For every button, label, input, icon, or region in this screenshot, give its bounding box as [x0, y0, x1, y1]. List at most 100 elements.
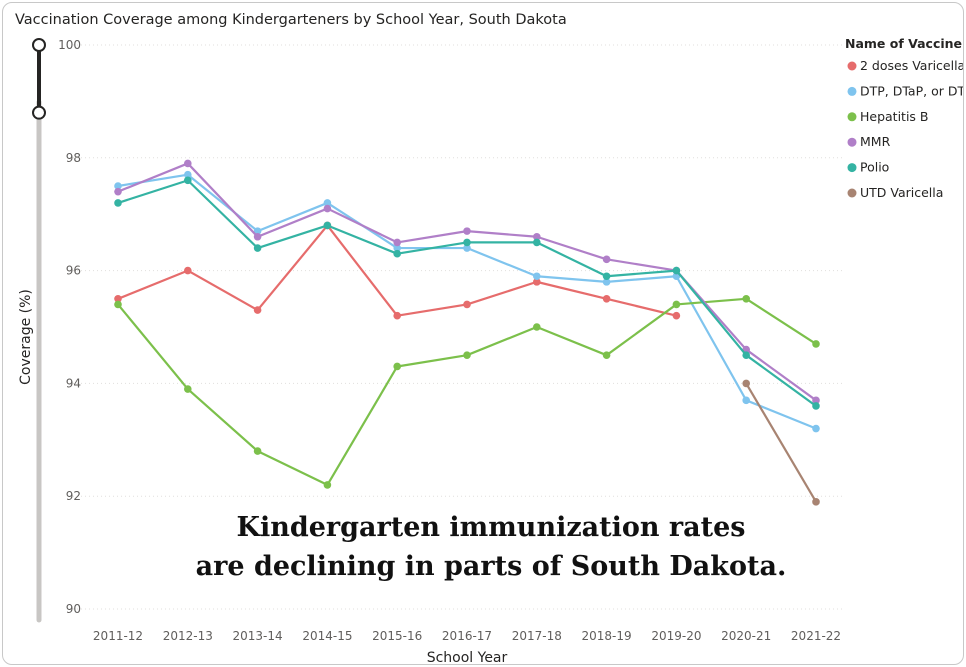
y-axis-zoom-slider[interactable]: [32, 38, 46, 623]
data-point[interactable]: [463, 238, 471, 247]
data-point[interactable]: [184, 170, 192, 179]
data-point[interactable]: [323, 221, 332, 230]
annotation-line-2: are declining in parts of South Dakota.: [196, 551, 787, 582]
legend-marker: [847, 137, 857, 147]
data-point[interactable]: [253, 244, 262, 252]
data-point[interactable]: [602, 295, 611, 303]
data-point[interactable]: [742, 396, 750, 405]
legend-marker: [847, 188, 857, 198]
x-tick-label: 2011-12: [93, 629, 143, 643]
data-point[interactable]: [323, 204, 332, 213]
data-point[interactable]: [114, 199, 122, 207]
data-point[interactable]: [672, 266, 681, 275]
data-point[interactable]: [742, 351, 750, 360]
series-utd-varicella: [742, 379, 820, 506]
series-line: [117, 297, 817, 487]
data-point[interactable]: [602, 278, 611, 286]
legend-item[interactable]: DTP, DTaP, or DT: [847, 83, 964, 98]
y-tick-label: 100: [58, 38, 81, 52]
series-line: [117, 162, 817, 402]
data-point[interactable]: [812, 498, 820, 506]
data-point[interactable]: [114, 300, 122, 309]
data-point[interactable]: [393, 238, 402, 247]
data-point[interactable]: [533, 232, 541, 241]
legend-item[interactable]: Polio: [847, 160, 890, 175]
data-point[interactable]: [184, 266, 192, 275]
slider-handle-bottom[interactable]: [32, 105, 46, 120]
data-point[interactable]: [184, 385, 192, 393]
data-point[interactable]: [463, 351, 471, 360]
data-point[interactable]: [463, 300, 471, 309]
data-point[interactable]: [672, 300, 681, 309]
legend-marker: [847, 112, 857, 122]
x-tick-label: 2019-20: [651, 629, 701, 643]
data-point[interactable]: [812, 396, 820, 405]
x-tick-label: 2020-21: [721, 629, 771, 643]
annotation-line-1: Kindergarten immunization rates: [237, 512, 746, 543]
data-point[interactable]: [114, 187, 122, 196]
data-point[interactable]: [812, 424, 820, 433]
legend-item[interactable]: UTD Varicella: [847, 185, 944, 200]
data-point[interactable]: [602, 255, 611, 264]
chart-title: Vaccination Coverage among Kindergartene…: [15, 12, 567, 28]
data-point[interactable]: [114, 182, 122, 190]
legend-label: 2 doses Varicella: [860, 58, 963, 73]
legend-item[interactable]: Hepatitis B: [847, 109, 929, 124]
x-tick-label: 2015-16: [372, 629, 422, 643]
data-point[interactable]: [463, 227, 471, 235]
data-point[interactable]: [742, 295, 750, 303]
legend-label: UTD Varicella: [860, 185, 943, 200]
legend-label: DTP, DTaP, or DT: [860, 83, 963, 98]
series-line: [745, 382, 817, 503]
data-point[interactable]: [533, 238, 541, 247]
data-point[interactable]: [533, 278, 541, 286]
slider-handle-top[interactable]: [32, 38, 46, 52]
data-point[interactable]: [323, 481, 332, 489]
data-point[interactable]: [393, 311, 402, 320]
data-point[interactable]: [672, 311, 681, 320]
data-point[interactable]: [533, 323, 541, 331]
x-tick-label: 2013-14: [233, 629, 283, 643]
y-axis-title: Coverage (%): [18, 289, 34, 385]
y-tick-label: 96: [66, 264, 81, 278]
y-tick-label: 90: [66, 602, 81, 616]
data-point[interactable]: [602, 272, 611, 281]
data-point[interactable]: [253, 227, 262, 235]
legend-label: MMR: [860, 134, 891, 149]
data-point[interactable]: [742, 379, 750, 388]
legend-marker: [847, 61, 857, 71]
data-point[interactable]: [393, 362, 402, 371]
line-chart: 90 92 94 96 98 100 2011-12 2012-13 2013-14 2014-…: [18, 36, 964, 664]
legend-title: Name of Vaccine: [845, 36, 962, 51]
data-point[interactable]: [602, 351, 611, 360]
y-tick-label: 92: [66, 489, 81, 503]
data-point[interactable]: [114, 295, 122, 303]
y-tick-label: 94: [66, 376, 81, 390]
legend-item[interactable]: MMR: [847, 134, 891, 149]
data-point[interactable]: [253, 232, 262, 241]
legend-marker: [847, 163, 857, 173]
x-tick-label: 2021-22: [791, 629, 841, 643]
data-point[interactable]: [253, 306, 262, 314]
data-point[interactable]: [323, 199, 332, 207]
series-polio: [114, 176, 820, 410]
data-point[interactable]: [393, 249, 402, 258]
legend-label: Hepatitis B: [860, 109, 929, 124]
data-point[interactable]: [184, 159, 192, 168]
legend-label: Polio: [860, 160, 889, 175]
data-point[interactable]: [812, 402, 820, 410]
series-mmr: [114, 159, 820, 405]
data-point[interactable]: [812, 340, 820, 348]
data-point[interactable]: [393, 244, 402, 252]
data-point[interactable]: [253, 447, 262, 455]
data-point[interactable]: [463, 244, 471, 252]
x-tick-label: 2017-18: [512, 629, 562, 643]
legend-item[interactable]: 2 doses Varicella: [847, 58, 964, 73]
x-axis-title: School Year: [427, 650, 508, 664]
legend-marker: [847, 86, 857, 96]
data-point[interactable]: [533, 272, 541, 281]
series-line: [117, 179, 817, 407]
x-tick-label: 2016-17: [442, 629, 492, 643]
data-point[interactable]: [184, 176, 192, 185]
